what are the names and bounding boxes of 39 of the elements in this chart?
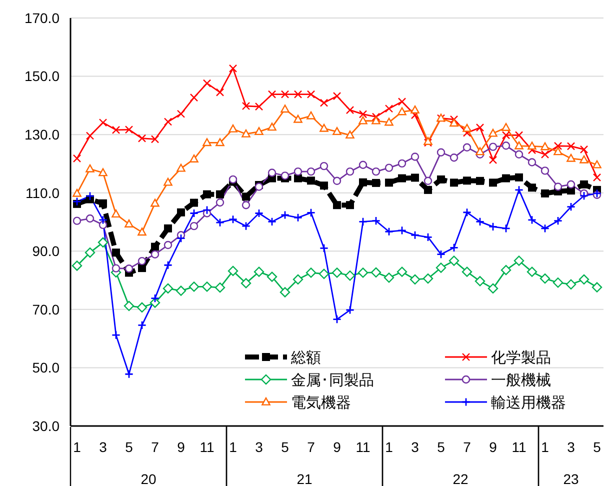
x-tick-label: 9 xyxy=(177,439,186,455)
y-tick-label: 50.0 xyxy=(32,360,60,376)
y-tick-label: 90.0 xyxy=(32,243,60,260)
x-tick-label: 9 xyxy=(333,439,342,455)
legend-label: 一般機械 xyxy=(491,372,551,389)
x-tick-label: 3 xyxy=(411,439,420,455)
y-tick-label: 130.0 xyxy=(24,126,60,142)
x-tick-label: 3 xyxy=(567,439,576,455)
legend-label: 総額 xyxy=(290,349,321,366)
y-tick-label: 170.0 xyxy=(24,10,60,26)
x-tick-label: 11 xyxy=(512,439,526,455)
y-tick-label: 70.0 xyxy=(32,301,60,318)
text: 22 xyxy=(452,471,468,486)
text: 23 xyxy=(563,471,579,486)
text: 20 xyxy=(140,471,156,486)
x-tick-label: 7 xyxy=(463,439,472,455)
x-tick-label: 11 xyxy=(200,439,214,455)
x-tick-label: 3 xyxy=(99,439,108,455)
text: 21 xyxy=(296,471,312,486)
x-tick-label: 9 xyxy=(489,439,498,455)
x-tick-label: 1 xyxy=(385,439,394,455)
x-tick-label: 1 xyxy=(73,439,82,455)
x-tick-label: 11 xyxy=(356,439,370,455)
x-tick-label: 1 xyxy=(229,439,238,455)
x-tick-label: 7 xyxy=(151,439,160,455)
y-tick-label: 110.0 xyxy=(26,184,60,201)
legend-label: 化学製品 xyxy=(491,349,551,366)
x-tick-label: 5 xyxy=(125,439,134,455)
legend-label: 金属･同製品 xyxy=(291,372,374,389)
legend-label: 輸送用機器 xyxy=(491,394,566,412)
y-tick-label: 30.0 xyxy=(32,418,60,434)
x-tick-label: 5 xyxy=(593,439,602,455)
y-tick-label: 150.0 xyxy=(24,68,60,84)
x-tick-label: 5 xyxy=(281,439,290,455)
legend-label: 電気機器 xyxy=(291,394,351,412)
x-tick-label: 3 xyxy=(255,439,264,455)
x-tick-label: 1 xyxy=(541,439,550,455)
x-tick-label: 7 xyxy=(307,439,316,455)
x-tick-label: 5 xyxy=(437,439,446,455)
